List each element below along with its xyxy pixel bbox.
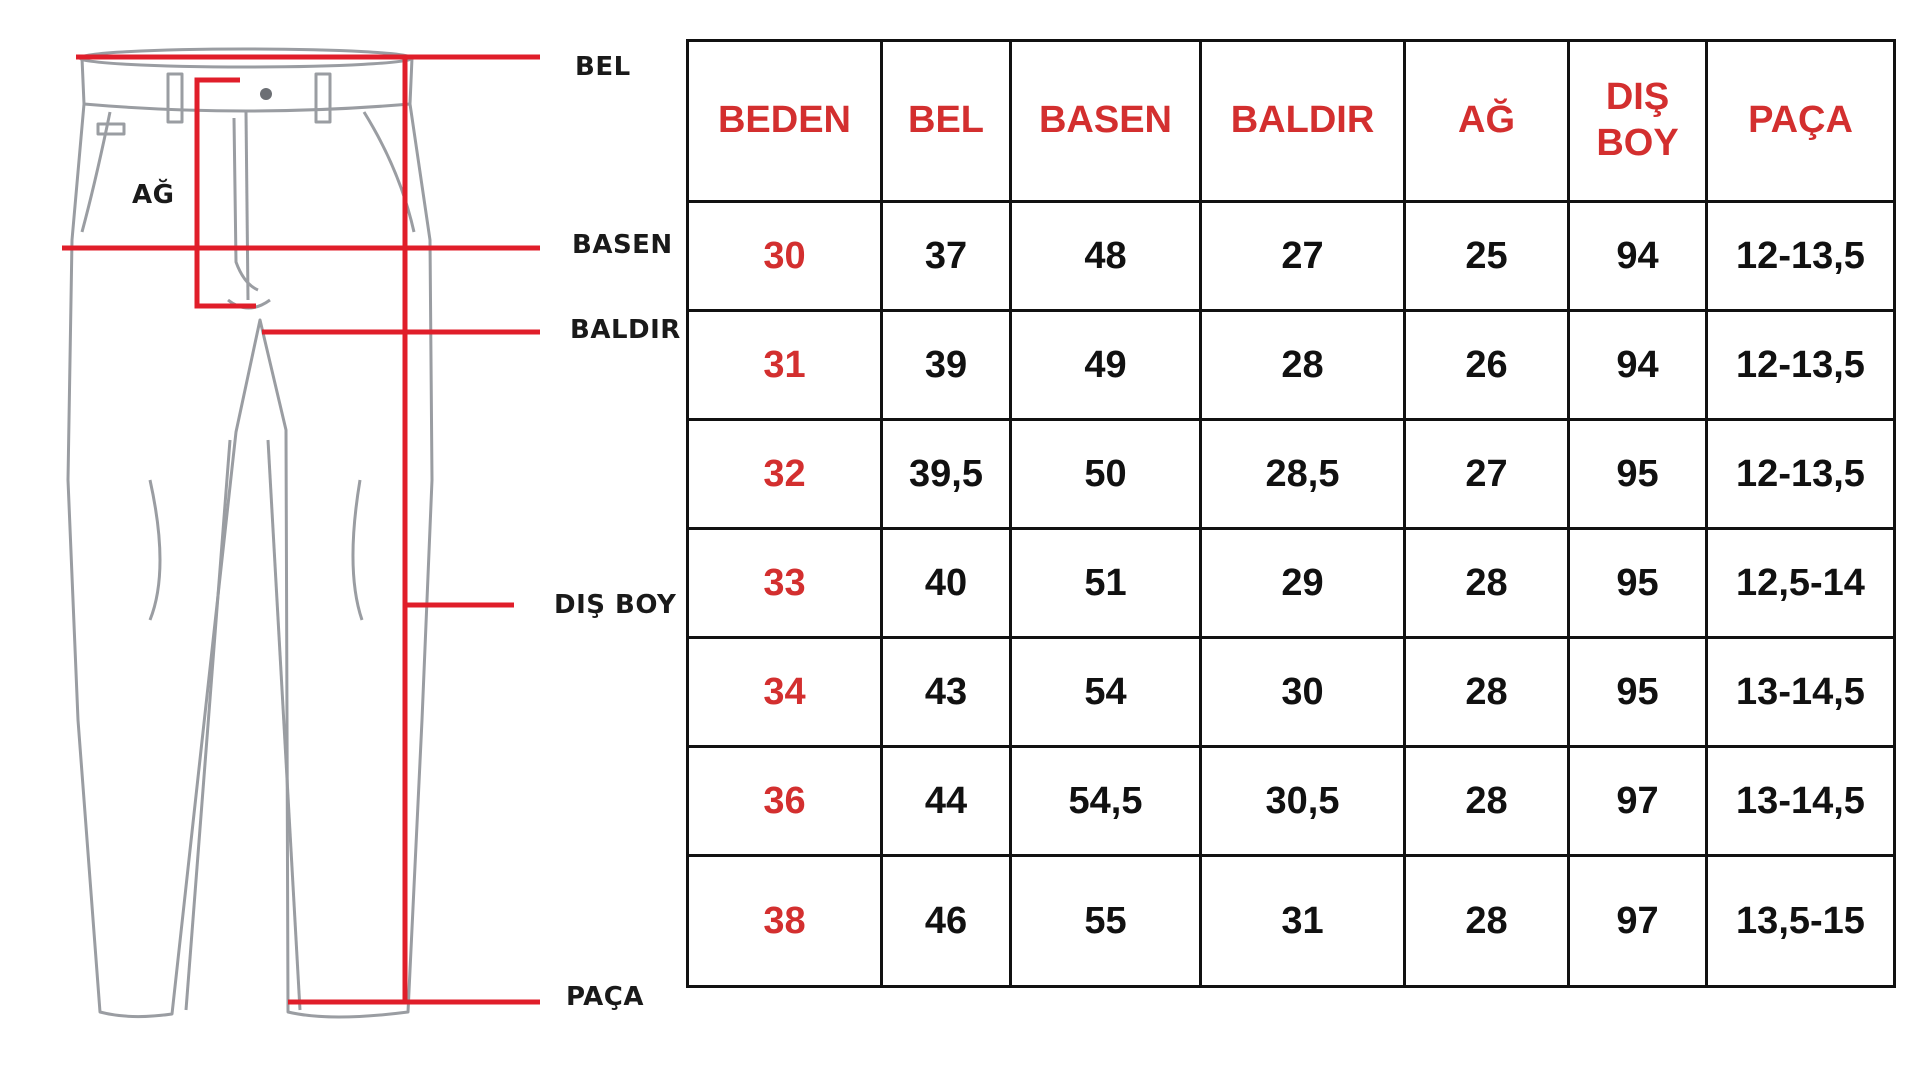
cell-ag: 28 bbox=[1403, 527, 1570, 639]
pants-outline bbox=[66, 47, 434, 1019]
cell-basen: 55 bbox=[1009, 854, 1202, 988]
cell-paca: 13-14,5 bbox=[1705, 636, 1896, 748]
cell-dis-boy: 94 bbox=[1567, 309, 1708, 421]
cell-basen: 54 bbox=[1009, 636, 1202, 748]
table-row: 32 39,5 50 28,5 27 95 12-13,5 bbox=[686, 418, 1896, 530]
header-dis-boy: DIŞ BOY bbox=[1567, 39, 1708, 203]
cell-dis-boy: 97 bbox=[1567, 854, 1708, 988]
button-icon bbox=[260, 88, 272, 100]
cell-baldir: 28 bbox=[1199, 309, 1406, 421]
label-bel: BEL bbox=[575, 52, 631, 82]
cell-ag: 25 bbox=[1403, 200, 1570, 312]
cell-basen: 54,5 bbox=[1009, 745, 1202, 857]
size-cell: 38 bbox=[686, 854, 883, 988]
table-row: 34 43 54 30 28 95 13-14,5 bbox=[686, 636, 1896, 748]
label-paca: PAÇA bbox=[566, 982, 644, 1012]
label-basen: BASEN bbox=[572, 230, 673, 260]
cell-paca: 12,5-14 bbox=[1705, 527, 1896, 639]
cell-paca: 12-13,5 bbox=[1705, 309, 1896, 421]
header-paca: PAÇA bbox=[1705, 39, 1896, 203]
cell-dis-boy: 97 bbox=[1567, 745, 1708, 857]
cell-bel: 39,5 bbox=[880, 418, 1012, 530]
header-row: BEDEN BEL BASEN BALDIR AĞ DIŞ BOY PAÇA bbox=[686, 39, 1896, 203]
cell-basen: 51 bbox=[1009, 527, 1202, 639]
header-ag: AĞ bbox=[1403, 39, 1570, 203]
cell-basen: 48 bbox=[1009, 200, 1202, 312]
size-cell: 34 bbox=[686, 636, 883, 748]
table-row: 30 37 48 27 25 94 12-13,5 bbox=[686, 200, 1896, 312]
cell-dis-boy: 95 bbox=[1567, 636, 1708, 748]
cell-ag: 26 bbox=[1403, 309, 1570, 421]
cell-paca: 13-14,5 bbox=[1705, 745, 1896, 857]
pants-illustration bbox=[62, 47, 540, 1019]
cell-baldir: 28,5 bbox=[1199, 418, 1406, 530]
table-header: BEDEN BEL BASEN BALDIR AĞ DIŞ BOY PAÇA bbox=[686, 39, 1896, 203]
cell-dis-boy: 94 bbox=[1567, 200, 1708, 312]
cell-bel: 46 bbox=[880, 854, 1012, 988]
size-cell: 30 bbox=[686, 200, 883, 312]
cell-paca: 13,5-15 bbox=[1705, 854, 1896, 988]
cell-dis-boy: 95 bbox=[1567, 527, 1708, 639]
cell-dis-boy: 95 bbox=[1567, 418, 1708, 530]
cell-baldir: 27 bbox=[1199, 200, 1406, 312]
ag-line bbox=[194, 77, 256, 309]
cell-ag: 28 bbox=[1403, 745, 1570, 857]
pants-measurement-diagram: BEL AĞ BASEN BALDIR DIŞ BOY PAÇA bbox=[0, 0, 690, 1080]
label-dis-boy: DIŞ BOY bbox=[554, 590, 677, 620]
cell-basen: 50 bbox=[1009, 418, 1202, 530]
cell-paca: 12-13,5 bbox=[1705, 200, 1896, 312]
header-beden: BEDEN bbox=[686, 39, 883, 203]
cell-bel: 43 bbox=[880, 636, 1012, 748]
header-baldir: BALDIR bbox=[1199, 39, 1406, 203]
size-cell: 33 bbox=[686, 527, 883, 639]
measurement-lines bbox=[62, 54, 540, 1005]
label-ag: AĞ bbox=[132, 180, 175, 210]
cell-ag: 27 bbox=[1403, 418, 1570, 530]
header-basen: BASEN bbox=[1009, 39, 1202, 203]
table-row: 38 46 55 31 28 97 13,5-15 bbox=[686, 854, 1896, 988]
size-cell: 31 bbox=[686, 309, 883, 421]
cell-ag: 28 bbox=[1403, 636, 1570, 748]
cell-baldir: 30 bbox=[1199, 636, 1406, 748]
header-bel: BEL bbox=[880, 39, 1012, 203]
table-row: 31 39 49 28 26 94 12-13,5 bbox=[686, 309, 1896, 421]
cell-basen: 49 bbox=[1009, 309, 1202, 421]
cell-bel: 40 bbox=[880, 527, 1012, 639]
cell-ag: 28 bbox=[1403, 854, 1570, 988]
cell-paca: 12-13,5 bbox=[1705, 418, 1896, 530]
cell-baldir: 31 bbox=[1199, 854, 1406, 988]
cell-baldir: 29 bbox=[1199, 527, 1406, 639]
table-row: 36 44 54,5 30,5 28 97 13-14,5 bbox=[686, 745, 1896, 857]
cell-bel: 44 bbox=[880, 745, 1012, 857]
size-chart-table: BEDEN BEL BASEN BALDIR AĞ DIŞ BOY PAÇA 30 37 48 2… bbox=[686, 39, 1896, 988]
table-row: 33 40 51 29 28 95 12,5-14 bbox=[686, 527, 1896, 639]
cell-baldir: 30,5 bbox=[1199, 745, 1406, 857]
size-cell: 32 bbox=[686, 418, 883, 530]
cell-bel: 39 bbox=[880, 309, 1012, 421]
label-baldir: BALDIR bbox=[570, 315, 681, 345]
cell-bel: 37 bbox=[880, 200, 1012, 312]
table-body: 30 37 48 27 25 94 12-13,5 31 39 49 28 26 94 12-13,5 32… bbox=[686, 200, 1896, 988]
size-cell: 36 bbox=[686, 745, 883, 857]
